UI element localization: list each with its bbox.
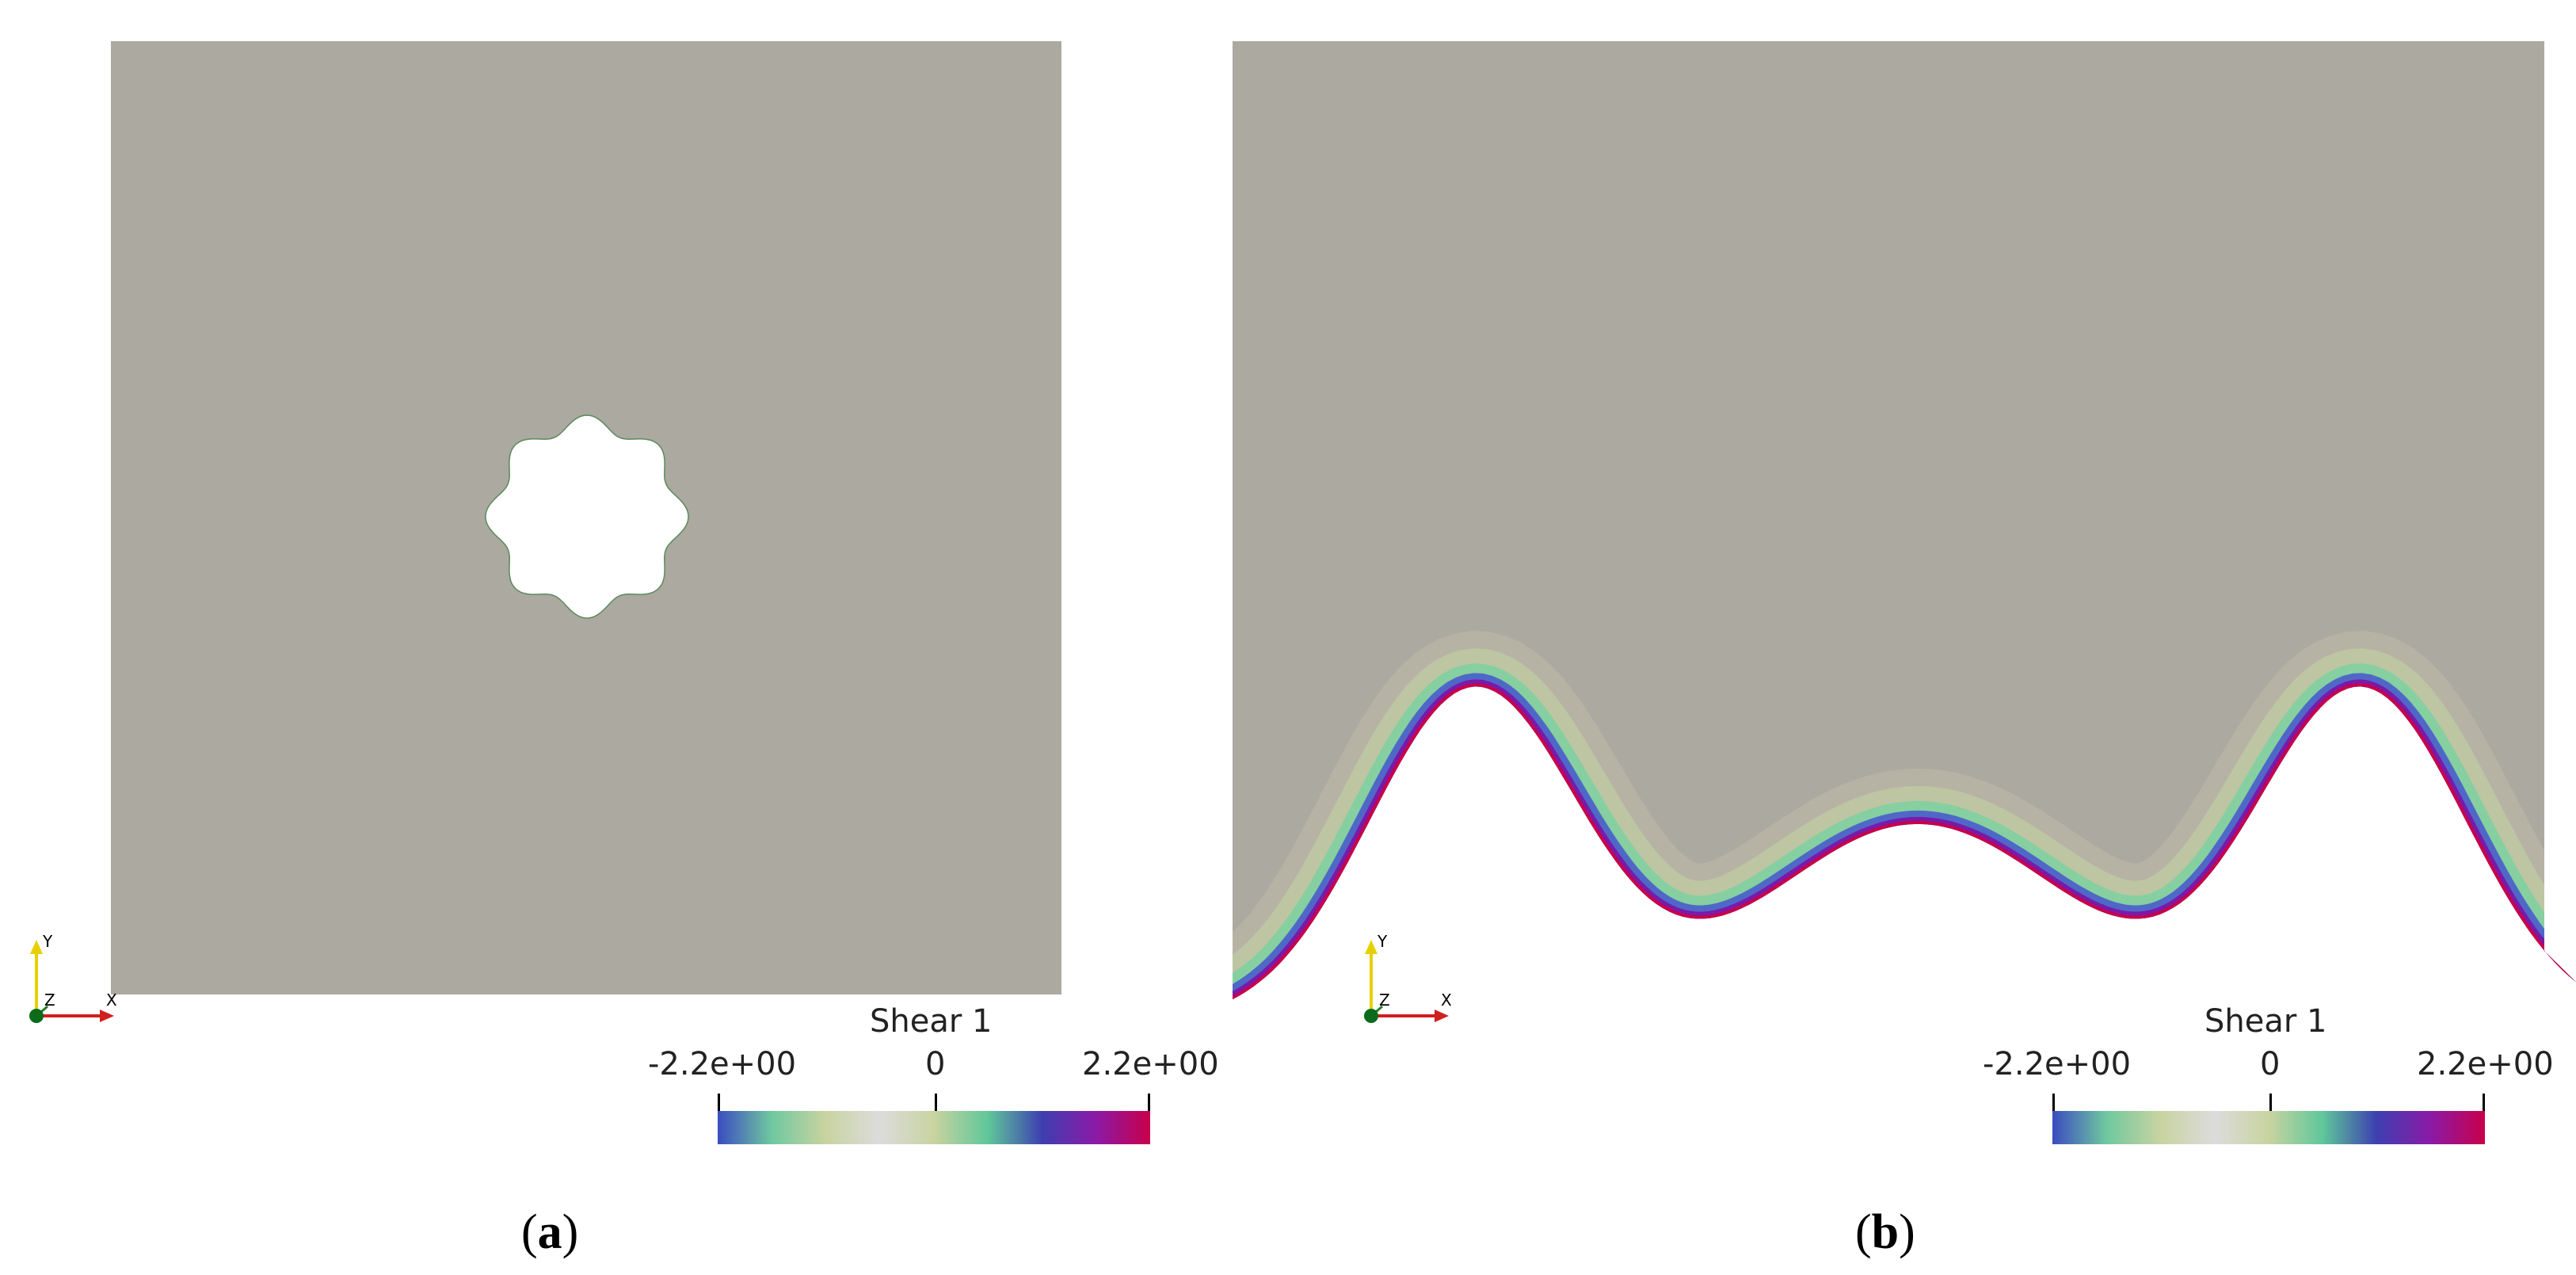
orientation-axes-a [29, 940, 114, 1023]
legend-tick-min-a [718, 1094, 720, 1111]
legend-min-label-b: -2.2e+00 [1983, 1046, 2132, 1082]
legend-tick-mid-a [935, 1094, 937, 1111]
deformed-domain [1233, 41, 2576, 1000]
legend-title-a: Shear 1 [870, 1003, 993, 1040]
axis-z-label-b: Z [1379, 991, 1390, 1010]
panel-a: Y Z X Shear 1 -2.2e+00 0 2.2e+00 (a) [0, 0, 1288, 1275]
axis-z-label-a: Z [44, 991, 55, 1010]
render-view-a[interactable] [0, 0, 1288, 1275]
legend-tick-max-a [1148, 1094, 1150, 1111]
panel-b: Y Z X Shear 1 -2.2e+00 0 2.2e+00 (b) [1233, 0, 2576, 1275]
legend-tick-min-b [2052, 1094, 2055, 1111]
colorbar-a [718, 1111, 1150, 1144]
flower-hole [485, 414, 689, 619]
legend-tick-mid-b [2269, 1094, 2272, 1111]
caption-a: (a) [521, 1205, 579, 1259]
colorbar-b [2052, 1111, 2485, 1144]
orientation-axes-b [1364, 940, 1449, 1023]
axis-x-label-b: X [1441, 991, 1452, 1010]
caption-b: (b) [1855, 1205, 1915, 1259]
legend-mid-label-a: 0 [925, 1046, 946, 1082]
render-view-b[interactable] [1233, 0, 2576, 1275]
legend-min-label-a: -2.2e+00 [648, 1046, 797, 1082]
legend-title-b: Shear 1 [2204, 1003, 2327, 1040]
legend-tick-max-b [2483, 1094, 2485, 1111]
legend-max-label-b: 2.2e+00 [2417, 1046, 2554, 1082]
legend-max-label-a: 2.2e+00 [1082, 1046, 1219, 1082]
legend-mid-label-b: 0 [2260, 1046, 2281, 1082]
axis-x-label-a: X [106, 991, 117, 1010]
axis-y-label-b: Y [1378, 932, 1388, 951]
axis-y-label-a: Y [43, 932, 53, 951]
